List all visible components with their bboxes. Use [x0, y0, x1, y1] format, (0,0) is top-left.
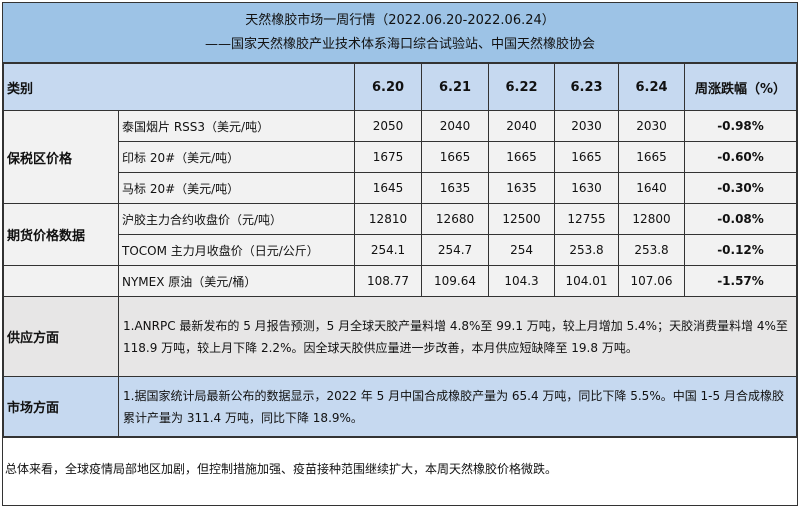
change-cell: -0.98%	[684, 110, 797, 142]
summary-text: 总体来看，全球疫情局部地区加剧，但控制措施加强、疫苗接种范围继续扩大，本周天然橡…	[3, 437, 797, 505]
category-header: 类别	[2, 63, 356, 111]
price-cell: 2030	[554, 110, 620, 142]
price-cell: 12755	[554, 203, 620, 235]
title-line-2: ——国家天然橡胶产业技术体系海口综合试验站、中国天然橡胶协会	[204, 37, 595, 52]
price-cell: 254.7	[421, 234, 490, 266]
supply-row: 供应方面 1.ANRPC 最新发布的 5 月报告预测，5 月全球天胶产量料增 4…	[3, 296, 797, 377]
item-label: 印标 20#（美元/吨）	[117, 141, 356, 173]
change-cell: -1.57%	[684, 265, 797, 297]
group-label: 期货价格数据	[3, 203, 119, 266]
price-cell: 1630	[554, 172, 620, 204]
group-label-empty	[3, 265, 119, 297]
date-header: 6.23	[554, 63, 620, 111]
item-label: 泰国烟片 RSS3（美元/吨）	[117, 110, 356, 142]
price-cell: 1675	[354, 141, 423, 173]
item-label: TOCOM 主力月收盘价（日元/公斤）	[117, 234, 356, 266]
market-row: 市场方面 1.据国家统计局最新公布的数据显示，2022 年 5 月中国合成橡胶产…	[3, 376, 797, 437]
title-line-1: 天然橡胶市场一周行情（2022.06.20-2022.06.24）	[245, 13, 555, 28]
price-cell: 1665	[554, 141, 620, 173]
price-cell: 253.8	[554, 234, 620, 266]
price-cell: 1635	[421, 172, 490, 204]
price-cell: 104.3	[488, 265, 556, 297]
supply-text: 1.ANRPC 最新发布的 5 月报告预测，5 月全球天胶产量料增 4.8%至 …	[118, 296, 797, 377]
price-row: 印标 20#（美元/吨） 1675 1665 1665 1665 1665 -0.60%	[4, 141, 797, 173]
market-report-table: 天然橡胶市场一周行情（2022.06.20-2022.06.24） ——国家天然…	[2, 2, 798, 506]
header-row: 类别 6.20 6.21 6.22 6.23 6.24 周涨跌幅（%）	[2, 63, 797, 111]
price-cell: 12680	[421, 203, 490, 235]
market-text: 1.据国家统计局最新公布的数据显示，2022 年 5 月中国合成橡胶产量为 65…	[118, 376, 797, 437]
price-cell: 109.64	[421, 265, 490, 297]
change-cell: -0.12%	[684, 234, 797, 266]
price-cell: 12800	[618, 203, 686, 235]
price-row: NYMEX 原油（美元/桶） 108.77 109.64 104.3 104.01 107…	[3, 265, 797, 297]
price-row: 马标 20#（美元/吨） 1645 1635 1635 1630 1640 -0.30%	[4, 172, 797, 204]
price-cell: 2040	[421, 110, 490, 142]
price-cell: 2040	[488, 110, 556, 142]
date-header: 6.20	[354, 63, 423, 111]
price-cell: 12810	[354, 203, 423, 235]
supply-label: 供应方面	[3, 296, 119, 377]
date-header: 6.21	[421, 63, 490, 111]
price-cell: 1640	[618, 172, 686, 204]
item-label: 沪胶主力合约收盘价（元/吨）	[117, 203, 356, 235]
change-header: 周涨跌幅（%）	[684, 63, 797, 111]
change-cell: -0.30%	[684, 172, 797, 204]
price-cell: 1665	[488, 141, 556, 173]
price-cell: 2030	[618, 110, 686, 142]
group-label: 保税区价格	[3, 110, 119, 204]
change-cell: -0.60%	[684, 141, 797, 173]
date-header: 6.22	[488, 63, 556, 111]
price-cell: 108.77	[354, 265, 423, 297]
price-row: 期货价格数据 沪胶主力合约收盘价（元/吨） 12810 12680 12500 12755…	[3, 203, 797, 266]
price-cell: 1665	[421, 141, 490, 173]
price-cell: 107.06	[618, 265, 686, 297]
price-cell: 12500	[488, 203, 556, 235]
price-row: TOCOM 主力月收盘价（日元/公斤） 254.1 254.7 254 253.8 253…	[4, 234, 797, 266]
date-header: 6.24	[618, 63, 686, 111]
price-cell: 1645	[354, 172, 423, 204]
price-cell: 1665	[618, 141, 686, 173]
market-label: 市场方面	[3, 376, 119, 437]
price-cell: 254	[488, 234, 556, 266]
price-cell: 104.01	[554, 265, 620, 297]
price-row: 保税区价格 泰国烟片 RSS3（美元/吨） 2050 2040 2040 2030 2030…	[3, 110, 797, 204]
item-label: 马标 20#（美元/吨）	[117, 172, 356, 204]
change-cell: -0.08%	[684, 203, 797, 235]
price-cell: 2050	[354, 110, 423, 142]
item-label: NYMEX 原油（美元/桶）	[117, 265, 356, 297]
report-title: 天然橡胶市场一周行情（2022.06.20-2022.06.24） ——国家天然…	[3, 3, 797, 63]
price-cell: 253.8	[618, 234, 686, 266]
price-cell: 254.1	[354, 234, 423, 266]
price-cell: 1635	[488, 172, 556, 204]
